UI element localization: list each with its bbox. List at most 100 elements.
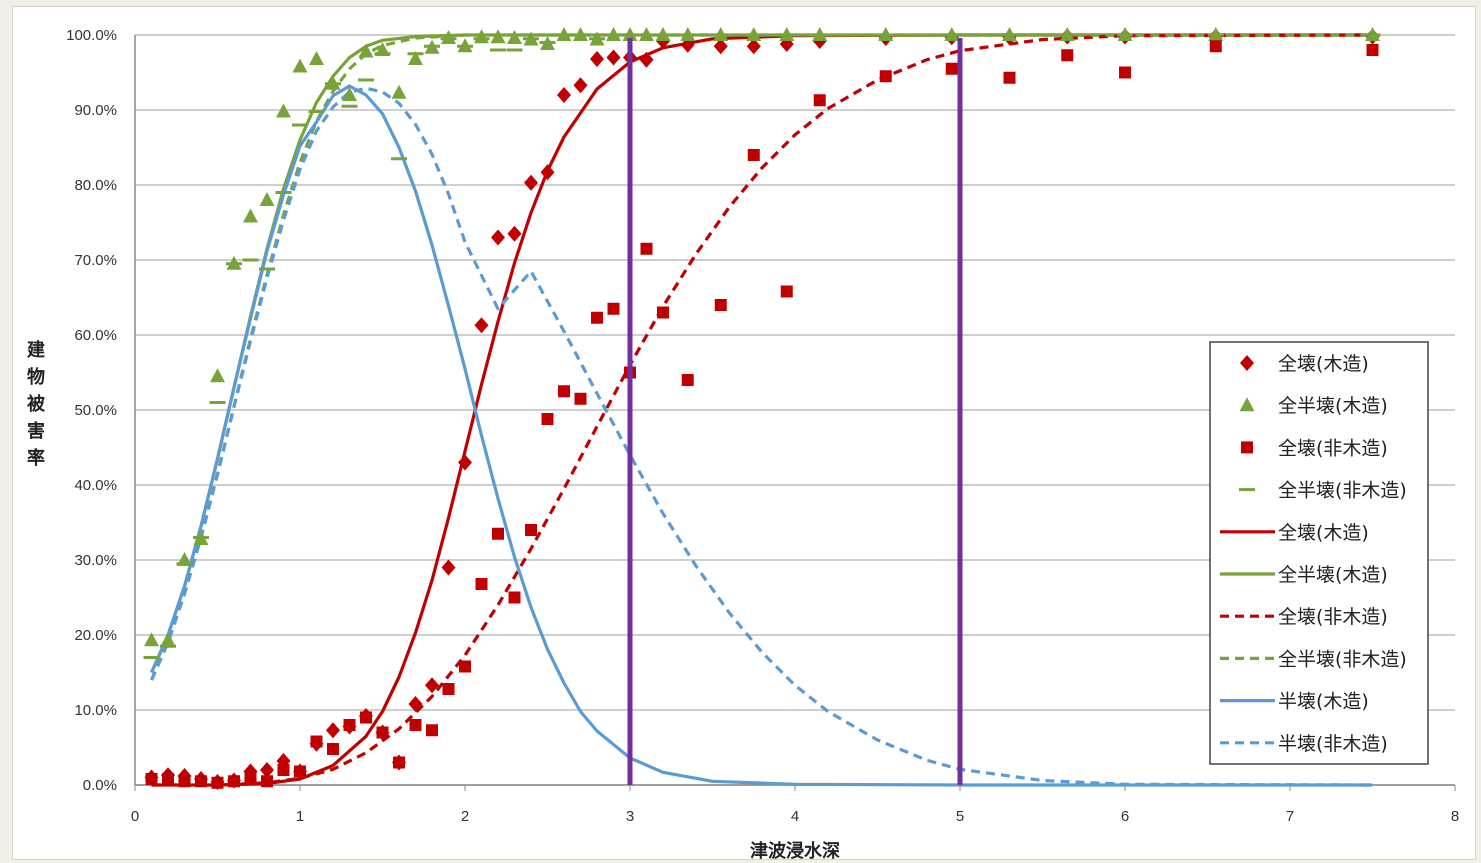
- point-zenkai_nonwood: [1119, 66, 1131, 79]
- point-zenkai_wood: [260, 762, 274, 778]
- point-zenhankai_nonwood: [712, 33, 729, 37]
- y-tick-labels: 0.0% 10.0% 20.0% 30.0% 40.0% 50.0% 60.0% 70.0% 8…: [66, 27, 117, 794]
- point-zenhankai_nonwood: [1001, 33, 1018, 37]
- point-zenkai_nonwood: [657, 306, 669, 319]
- point-zenhankai_nonwood: [556, 33, 572, 37]
- point-zenhankai_nonwood: [226, 262, 242, 266]
- point-zenkai_nonwood: [409, 719, 422, 731]
- point-zenhankai_nonwood: [745, 33, 762, 37]
- point-zenhankai_wood: [391, 84, 407, 99]
- point-zenhankai_wood: [342, 87, 357, 101]
- y-axis-title-char: 物: [27, 366, 45, 387]
- point-zenhankai_nonwood: [1207, 33, 1224, 37]
- point-zenkai_wood: [639, 51, 654, 68]
- x-tick-label: 0: [131, 808, 139, 825]
- point-zenhankai_wood: [358, 43, 374, 58]
- point-zenhankai_nonwood: [407, 52, 424, 56]
- y-tick-label: 100.0%: [66, 27, 117, 44]
- point-zenkai_wood: [606, 49, 621, 66]
- x-axis-title: 津波浸水深: [750, 840, 840, 861]
- point-zenhankai_nonwood: [242, 258, 259, 262]
- legend: 全壊(木造) 全半壊(木造) 全壊(非木造) 全半壊(非木造) 全壊(木造) 全半壊(木造…: [1209, 341, 1429, 765]
- point-zenhankai_nonwood: [589, 37, 605, 41]
- point-zenkai_nonwood: [1209, 40, 1222, 53]
- point-zenkai_wood: [507, 225, 522, 242]
- point-zenhankai_nonwood: [506, 48, 523, 52]
- point-zenkai_nonwood: [780, 285, 793, 298]
- point-zenkai_wood: [425, 677, 439, 694]
- point-zenhankai_nonwood: [655, 33, 671, 37]
- point-zenkai_nonwood: [640, 242, 653, 255]
- y-axis-title-char: 建: [27, 339, 45, 360]
- point-zenkai_wood: [474, 317, 489, 334]
- point-zenkai_wood: [540, 164, 555, 181]
- point-zenhankai_nonwood: [1364, 33, 1381, 37]
- point-zenhankai_wood: [309, 51, 324, 65]
- point-zenhankai_nonwood: [160, 644, 176, 648]
- point-zenkai_nonwood: [244, 771, 257, 784]
- point-zenhankai_wood: [490, 29, 506, 44]
- point-zenhankai_nonwood: [523, 37, 539, 41]
- point-zenkai_nonwood: [393, 756, 405, 769]
- point-zenhankai_wood: [210, 368, 225, 383]
- legend-swatch: [1239, 488, 1255, 492]
- point-zenkai_nonwood: [376, 726, 389, 739]
- point-zenhankai_nonwood: [638, 33, 655, 37]
- point-zenkai_nonwood: [945, 62, 958, 75]
- point-zenkai_nonwood: [879, 70, 892, 83]
- point-zenhankai_nonwood: [1117, 33, 1133, 37]
- point-zenkai_nonwood: [492, 527, 504, 540]
- point-zenkai_nonwood: [714, 299, 727, 311]
- point-zenkai_wood: [408, 696, 423, 712]
- point-zenkai_nonwood: [442, 683, 455, 695]
- point-zenhankai_nonwood: [679, 33, 696, 37]
- point-zenkai_nonwood: [525, 524, 537, 536]
- point-zenkai_nonwood: [1366, 44, 1379, 56]
- point-zenhankai_nonwood: [391, 157, 407, 161]
- y-tick-label: 50.0%: [74, 402, 117, 419]
- point-zenkai_nonwood: [426, 724, 438, 737]
- point-zenkai_nonwood: [211, 776, 224, 789]
- point-zenhankai_nonwood: [292, 123, 308, 127]
- y-tick-label: 60.0%: [74, 327, 117, 344]
- point-zenkai_nonwood: [508, 591, 521, 604]
- legend-swatch: [1240, 355, 1254, 371]
- y-tick-label: 10.0%: [74, 702, 117, 719]
- legend-label: 全壊(木造): [1278, 353, 1369, 375]
- point-zenkai_nonwood: [162, 773, 174, 785]
- point-zenkai_wood: [557, 87, 571, 103]
- x-tick-label: 3: [626, 808, 634, 825]
- point-zenhankai_nonwood: [358, 78, 374, 82]
- point-zenkai_nonwood: [145, 773, 158, 785]
- legend-label: 全壊(非木造): [1278, 437, 1388, 459]
- legend-label: 全半壊(非木造): [1278, 480, 1407, 502]
- point-zenkai_nonwood: [607, 302, 620, 315]
- point-zenhankai_nonwood: [539, 41, 556, 44]
- y-tick-label: 90.0%: [74, 102, 117, 119]
- point-zenhankai_wood: [441, 30, 456, 44]
- point-zenhankai_nonwood: [209, 401, 226, 404]
- point-zenhankai_wood: [507, 30, 522, 44]
- point-zenkai_nonwood: [360, 711, 372, 724]
- point-zenkai_wood: [458, 454, 472, 471]
- data-markers: [143, 27, 1381, 790]
- legend-label: 全半壊(木造): [1278, 564, 1388, 586]
- point-zenkai_nonwood: [310, 735, 323, 748]
- point-zenkai_nonwood: [343, 719, 356, 731]
- point-zenkai_nonwood: [558, 385, 570, 398]
- point-zenkai_nonwood: [813, 94, 826, 107]
- x-tick-label: 7: [1286, 808, 1294, 825]
- x-tick-labels: 0 1 2 3 4 5 6 7 8: [131, 785, 1459, 825]
- point-zenhankai_nonwood: [424, 44, 440, 48]
- point-zenhankai_wood: [243, 208, 258, 223]
- y-tick-label: 0.0%: [83, 777, 117, 794]
- point-zenhankai_nonwood: [143, 656, 160, 659]
- point-zenhankai_nonwood: [374, 52, 391, 56]
- reference-lines: [627, 38, 963, 785]
- y-tick-label: 20.0%: [74, 627, 117, 644]
- curve-hankai_wood: [150, 84, 1373, 787]
- point-zenhankai_wood: [259, 192, 275, 206]
- point-zenhankai_nonwood: [308, 110, 325, 113]
